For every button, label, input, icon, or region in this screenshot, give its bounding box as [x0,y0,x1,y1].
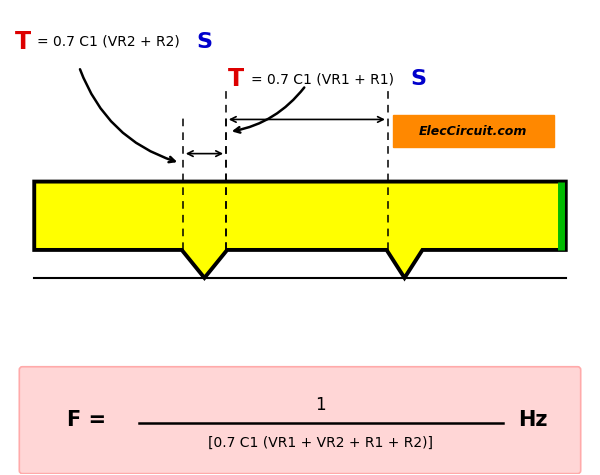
Text: = 0.7 C1 (VR1 + R1): = 0.7 C1 (VR1 + R1) [251,72,394,86]
Text: [0.7 C1 (VR1 + VR2 + R1 + R2)]: [0.7 C1 (VR1 + VR2 + R1 + R2)] [208,436,433,449]
Text: F =: F = [67,409,106,429]
Text: Hz: Hz [518,409,547,429]
Text: T: T [229,67,244,91]
Text: S: S [410,69,427,89]
Text: ElecCircuit.com: ElecCircuit.com [419,125,527,138]
Polygon shape [34,181,566,278]
Text: S: S [197,32,212,52]
FancyBboxPatch shape [392,115,554,147]
Text: = 0.7 C1 (VR2 + R2): = 0.7 C1 (VR2 + R2) [37,35,180,49]
Text: T: T [14,30,31,54]
FancyBboxPatch shape [19,367,581,474]
Text: 1: 1 [316,396,326,414]
